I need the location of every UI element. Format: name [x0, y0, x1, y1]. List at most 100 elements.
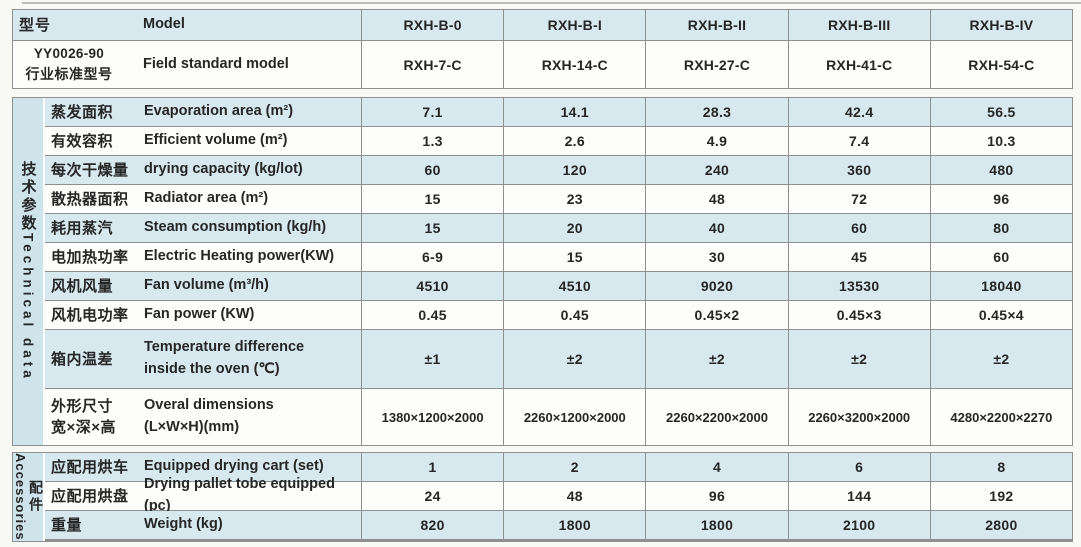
spec-value-cell: 18040 [930, 272, 1072, 300]
spec-value-cell: 96 [646, 482, 788, 510]
sidebar-zh: 技术参数 [19, 161, 37, 234]
spec-value-cell: 56.5 [930, 98, 1072, 126]
row-label-en: Temperature difference inside the oven (… [144, 339, 305, 377]
model-name-cell: RXH-B-II [646, 10, 788, 40]
row-label-overall-dimensions: 外形尺寸 宽×深×高 Overal dimensions (L×W×H)(mm) [45, 389, 361, 445]
row-label-electric-heating-power: 电加热功率 Electric Heating power(KW) [45, 243, 361, 271]
row-label-zh: 应配用烘车 [51, 458, 129, 476]
spec-value-cell: 48 [646, 185, 788, 213]
spec-value-cell: 1 [362, 453, 504, 481]
spec-value-cell: 0.45×3 [788, 301, 930, 329]
spec-table: 型号 Model RXH-B-0 RXH-B-I RXH-B-II RXH-B-… [12, 9, 1073, 542]
spec-value-cell: 6-9 [362, 243, 504, 271]
spec-value-cell: 4510 [362, 272, 504, 300]
row-label-en: Field standard model [143, 55, 289, 72]
spec-value-cell: 30 [646, 243, 788, 271]
row-label-field-standard-model: YY0026-90 行业标准型号 Field standard model [13, 41, 361, 88]
model-name-cell: RXH-B-IV [930, 10, 1072, 40]
spec-value-cell: 9020 [646, 272, 788, 300]
spec-value-cell: 45 [788, 243, 930, 271]
accessories-grid: 应配用烘车 Equipped drying cart (set) 1 2 4 6… [45, 453, 1072, 541]
spec-value-cell: 1380×1200×2000 [362, 389, 504, 445]
row-label-zh: 有效容积 [51, 132, 114, 150]
spec-value-cell: 480 [930, 156, 1072, 184]
row-label-en: Radiator area (m²) [144, 190, 269, 207]
spec-value-cell: 4 [646, 453, 788, 481]
spec-value-cell: 15 [504, 243, 646, 271]
spec-value-cell: 1800 [504, 511, 646, 539]
spec-value-cell: 2260×1200×2000 [504, 389, 646, 445]
spec-value-cell: 13530 [788, 272, 930, 300]
sidebar-accessories: Accessories 配件 [13, 453, 45, 541]
row-label-zh: 耗用蒸汽 [51, 219, 114, 237]
spec-value-cell: 4280×2200×2270 [930, 389, 1072, 445]
header-grid: 型号 Model RXH-B-0 RXH-B-I RXH-B-II RXH-B-… [13, 10, 1072, 88]
standard-model-cell: RXH-41-C [788, 41, 930, 88]
standard-zh: 行业标准型号 [25, 66, 113, 83]
sidebar-zh: 配件 [28, 479, 44, 514]
spec-value-cell: 4.9 [646, 127, 788, 155]
spec-value-cell: 60 [788, 214, 930, 242]
row-label-en: Drying pallet tobe equipped (pc) [144, 476, 335, 514]
row-label-weight: 重量 Weight (kg) [45, 511, 361, 539]
spec-value-cell: 80 [930, 214, 1072, 242]
spec-value-cell: 144 [788, 482, 930, 510]
sidebar-vertical-text: 技术参数Technical data [19, 161, 37, 382]
row-label-en: Weight (kg) [144, 516, 223, 533]
row-label-zh: 箱内温差 [51, 350, 114, 368]
sidebar-en: Technical data [20, 233, 36, 382]
row-label-en: Model [143, 16, 185, 33]
row-label-drying-pallet: 应配用烘盘 Drying pallet tobe equipped (pc) [45, 476, 361, 514]
spec-value-cell: 42.4 [788, 98, 930, 126]
sidebar-vertical-text: Accessories 配件 [13, 453, 43, 541]
row-label-en: Overal dimensions (L×W×H)(mm) [144, 397, 274, 435]
spec-value-cell: 0.45 [504, 301, 646, 329]
spec-value-cell: 14.1 [504, 98, 646, 126]
row-label-zh: 风机电功率 [51, 306, 129, 324]
row-label-en: drying capacity (kg/lot) [144, 161, 303, 178]
spec-value-cell: ±1 [362, 330, 504, 388]
row-label-zh: 外形尺寸 宽×深×高 [51, 398, 117, 436]
spec-value-cell: 96 [930, 185, 1072, 213]
spec-value-cell: 10.3 [930, 127, 1072, 155]
row-label-temperature-difference: 箱内温差 Temperature difference inside the o… [45, 330, 361, 388]
row-label-zh: 重量 [51, 516, 83, 534]
section-technical-data: 技术参数Technical data 蒸发面积 Evaporation area… [12, 97, 1073, 446]
spec-value-cell: 0.45 [362, 301, 504, 329]
spec-value-cell: 1.3 [362, 127, 504, 155]
spec-value-cell: 48 [504, 482, 646, 510]
row-label-en: Evaporation area (m²) [144, 103, 294, 120]
row-label-fan-power: 风机电功率 Fan power (KW) [45, 301, 361, 329]
standard-model-cell: RXH-14-C [504, 41, 646, 88]
model-name-cell: RXH-B-I [504, 10, 646, 40]
row-label-drying-cart: 应配用烘车 Equipped drying cart (set) [45, 453, 361, 481]
sidebar-technical-data: 技术参数Technical data [13, 98, 45, 445]
row-label-evaporation-area: 蒸发面积 Evaporation area (m²) [45, 98, 361, 126]
spec-value-cell: 60 [930, 243, 1072, 271]
spec-value-cell: 15 [362, 185, 504, 213]
spec-value-cell: 120 [504, 156, 646, 184]
section-model-header: 型号 Model RXH-B-0 RXH-B-I RXH-B-II RXH-B-… [12, 9, 1073, 89]
spec-value-cell: 360 [788, 156, 930, 184]
row-label-zh: 电加热功率 [51, 248, 129, 266]
row-label-zh: 每次干燥量 [51, 161, 129, 179]
row-label-zh: 风机风量 [51, 277, 114, 295]
section-accessories: Accessories 配件 应配用烘车 Equipped drying cart… [12, 452, 1073, 542]
spec-value-cell: 2 [504, 453, 646, 481]
spec-value-cell: 0.45×4 [930, 301, 1072, 329]
row-label-zh: 应配用烘盘 [51, 487, 129, 505]
row-label-radiator-area: 散热器面积 Radiator area (m²) [45, 185, 361, 213]
technical-grid: 蒸发面积 Evaporation area (m²) 7.1 14.1 28.3… [45, 98, 1072, 445]
spec-value-cell: 820 [362, 511, 504, 539]
row-label-zh: YY0026-90 行业标准型号 [19, 44, 119, 85]
row-label-drying-capacity: 每次干燥量 drying capacity (kg/lot) [45, 156, 361, 184]
spec-value-cell: 6 [788, 453, 930, 481]
row-label-zh: 蒸发面积 [51, 103, 114, 121]
top-rule [22, 2, 1081, 4]
row-label-en: Electric Heating power(KW) [144, 248, 335, 265]
spec-value-cell: 2260×3200×2000 [788, 389, 930, 445]
spec-value-cell: 24 [362, 482, 504, 510]
spec-value-cell: 4510 [504, 272, 646, 300]
spec-value-cell: 40 [646, 214, 788, 242]
row-label-en: Steam consumption (kg/h) [144, 219, 327, 236]
